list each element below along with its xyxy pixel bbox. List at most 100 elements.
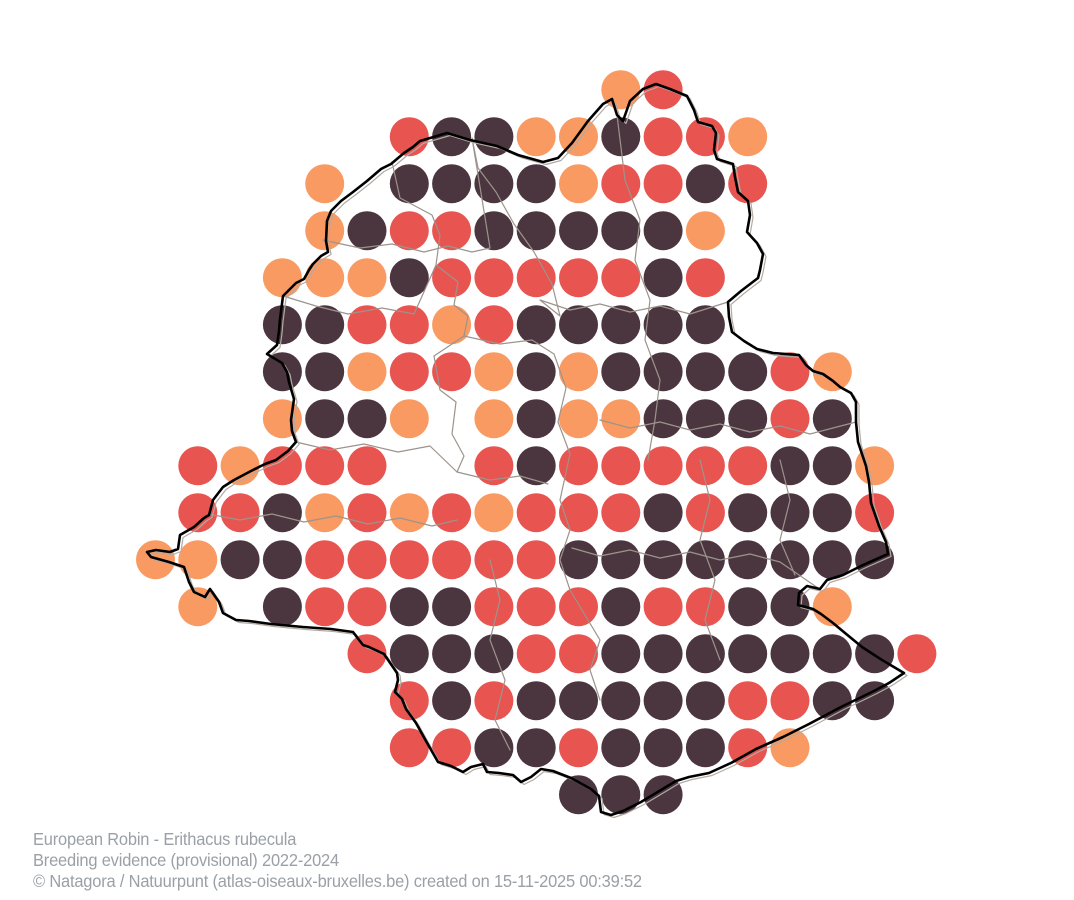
copyright-line: © Natagora / Natuurpunt (atlas-oiseaux-b… [33,871,642,891]
breeding-dot [601,352,641,392]
breeding-dot [812,493,852,533]
municipal-border-line [391,161,469,473]
breeding-dot [559,352,598,392]
breeding-dot [685,728,725,768]
breeding-dot [601,587,641,627]
breeding-dot [305,399,345,439]
municipal-border-line [471,137,561,317]
breeding-dot [389,211,429,251]
breeding-dot [812,634,852,674]
municipal-border-line [599,419,857,435]
breeding-dot [643,399,683,439]
breeding-dot [262,446,302,486]
breeding-dot [474,728,514,768]
breeding-dot [389,493,429,533]
breeding-dot [770,493,810,533]
breeding-dot [474,587,514,627]
breeding-dot [728,493,768,533]
breeding-dot [389,258,429,298]
breeding-dot [220,493,260,533]
breeding-dot [559,164,598,204]
breeding-dot [559,446,598,486]
breeding-dot [347,305,387,345]
breeding-dot [559,399,598,439]
municipal-border-line [489,559,511,751]
breeding-dot [389,540,429,580]
breeding-dot [601,728,641,768]
breeding-dot [389,305,429,345]
breeding-dot [432,540,472,580]
breeding-dot [559,681,598,721]
breeding-dot [347,493,387,533]
breeding-dot [474,446,514,486]
breeding-dot [347,634,387,674]
breeding-dot [305,446,345,486]
municipal-border-line [295,441,549,485]
region-boundary-shadow [149,85,908,819]
breeding-dot [728,634,768,674]
breeding-dot [770,681,810,721]
breeding-dot [516,681,556,721]
breeding-dot [643,117,683,157]
municipal-border-line [463,335,601,701]
breeding-dot [516,493,556,533]
breeding-dot [516,728,556,768]
breeding-dot [685,305,725,345]
breeding-dot [432,634,472,674]
breeding-dot [770,634,810,674]
breeding-dot [643,164,683,204]
breeding-dot [643,681,683,721]
breeding-dot [685,493,725,533]
municipal-border-line [616,114,661,461]
breeding-dot [559,775,598,815]
breeding-dot [685,446,725,486]
breeding-dot [474,681,514,721]
breeding-dot [601,681,641,721]
breeding-dot [262,493,302,533]
breeding-dot [601,305,641,345]
breeding-dot [601,493,641,533]
breeding-dot [812,681,852,721]
breeding-dot [643,587,683,627]
breeding-dot [812,446,852,486]
breeding-dot [643,70,683,110]
breeding-dot [601,446,641,486]
breeding-dot [812,399,852,439]
breeding-dot [432,728,472,768]
breeding-dot [347,258,387,298]
breeding-dot [474,211,514,251]
breeding-dot [516,211,556,251]
breeding-dot [389,164,429,204]
breeding-dot [728,540,768,580]
breeding-dot [305,352,345,392]
breeding-dot [432,681,472,721]
breeding-dot [728,352,768,392]
breeding-dot [559,728,598,768]
breeding-dot [643,305,683,345]
breeding-dot [685,634,725,674]
breeding-dot [770,399,810,439]
breeding-dot [728,117,768,157]
breeding-dot [305,305,345,345]
breeding-dot [559,211,598,251]
breeding-dot [516,540,556,580]
breeding-dot [389,728,429,768]
region-boundary [145,82,906,817]
breeding-dot [685,540,725,580]
breeding-dot [643,446,683,486]
breeding-dot [770,540,810,580]
breeding-dot [516,634,556,674]
breeding-dot [812,587,852,627]
breeding-dot [262,352,302,392]
breeding-dot [643,775,683,815]
breeding-dot [178,493,218,533]
breeding-dot [685,211,725,251]
breeding-dot [685,258,725,298]
breeding-dot [643,493,683,533]
breeding-dot [516,587,556,627]
breeding-dot [516,164,556,204]
breeding-dot [389,681,429,721]
breeding-dot [601,70,641,110]
breeding-dot [685,399,725,439]
map-subtitle: Breeding evidence (provisional) 2022-202… [33,850,339,870]
